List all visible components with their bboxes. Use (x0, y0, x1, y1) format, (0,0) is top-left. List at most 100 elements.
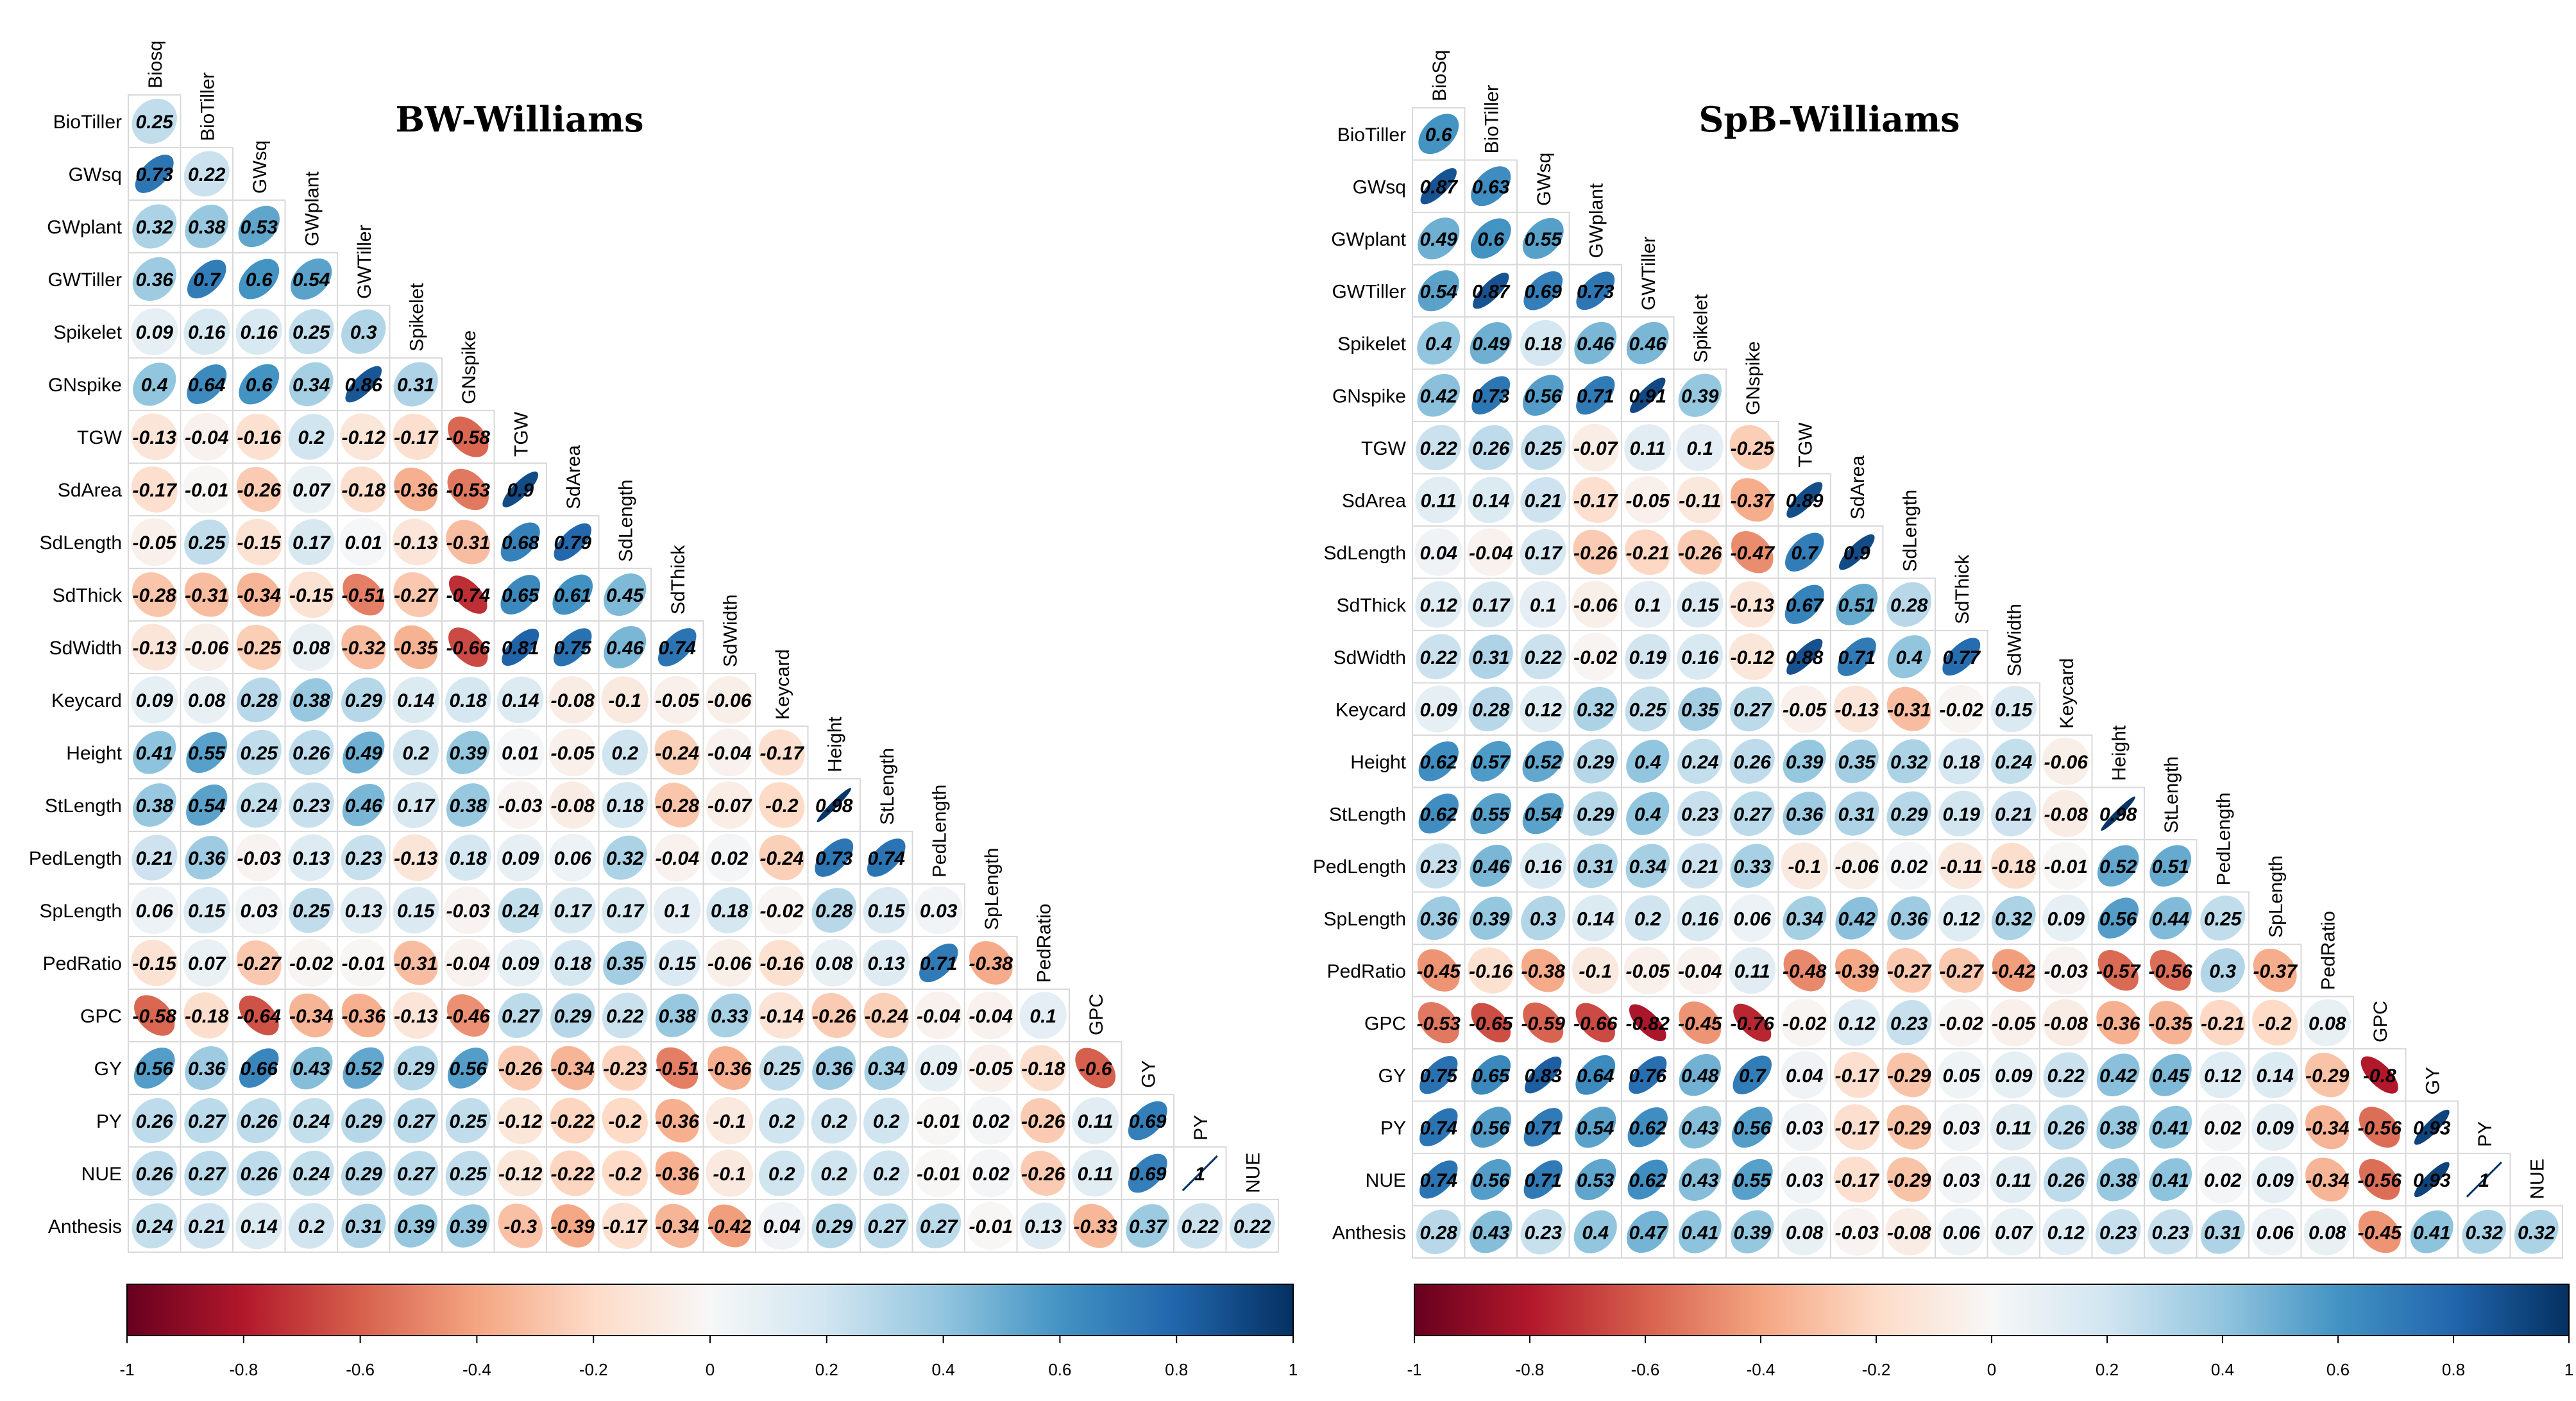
row-label-sdlength: SdLength (40, 532, 122, 554)
cell-nue-gy: 0.69 (1121, 1146, 1174, 1200)
correlation-ellipse (2042, 1208, 2090, 1255)
cell-py-gpc: 0.11 (1069, 1094, 1123, 1148)
correlation-value: -0.03 (2044, 961, 2089, 982)
row-label-height: Height (1350, 752, 1406, 773)
correlation-ellipse (2303, 1208, 2351, 1255)
row-label-gwtiller: GWTiller (47, 269, 122, 291)
correlation-value: 0.62 (1420, 804, 1458, 825)
correlation-value: 0.41 (2152, 1117, 2189, 1139)
cell-gy-gwsq: 0.66 (232, 1041, 286, 1095)
correlation-ellipse (445, 835, 491, 881)
correlation-value: 0.06 (554, 848, 592, 869)
cell-py-stlength: 0.41 (2144, 1100, 2198, 1154)
cell-sdwidth-sdthick: 0.77 (1935, 630, 1988, 684)
correlation-ellipse (184, 572, 229, 617)
cell-pedratio-spikelet: -0.04 (1673, 944, 1727, 998)
correlation-ellipse (1678, 1210, 1722, 1253)
colorbar-tick-label: -0.2 (1862, 1360, 1891, 1379)
correlation-value: 0.73 (1472, 386, 1510, 407)
correlation-ellipse (2359, 1107, 2400, 1148)
correlation-ellipse (602, 1150, 648, 1196)
cell-splength-gwsq: 0.03 (232, 883, 286, 937)
correlation-value: 0.53 (1577, 1170, 1614, 1191)
column-label-sdarea: SdArea (563, 445, 584, 509)
correlation-value: -0.57 (2096, 961, 2141, 982)
correlation-value: -0.02 (1783, 1013, 1827, 1034)
cell-splength-pedlength: 0.25 (2196, 891, 2250, 945)
correlation-value: 0.14 (1472, 490, 1510, 511)
correlation-ellipse (1629, 1004, 1666, 1042)
cell-nue-biotiller: 0.56 (1464, 1153, 1518, 1207)
correlation-ellipse (130, 518, 178, 566)
cell-tgw-spikelet: 0.1 (1673, 421, 1727, 475)
cell-height-biotiller: 0.57 (1464, 734, 1518, 788)
correlation-value: 0.38 (188, 217, 226, 238)
correlation-ellipse (550, 1098, 596, 1144)
cell-gpc-biosq: -0.53 (1412, 996, 1466, 1049)
correlation-ellipse (185, 835, 229, 880)
cell-nue-sdthick: 0.03 (1935, 1153, 1988, 1207)
correlation-ellipse (2466, 1161, 2502, 1198)
correlation-value: -0.12 (342, 427, 386, 448)
correlation-value: 0.31 (1838, 804, 1876, 825)
correlation-ellipse (919, 943, 958, 983)
correlation-ellipse (235, 413, 282, 461)
cell-pedlength-biosq: 0.21 (128, 831, 182, 885)
cell-pedratio-keycard: -0.03 (2039, 944, 2093, 998)
correlation-ellipse (2358, 1210, 2401, 1253)
cell-keycard-biotiller: 0.08 (180, 673, 233, 727)
correlation-ellipse (1885, 842, 1933, 890)
correlation-value: 0.87 (1472, 281, 1511, 302)
cell-sdarea-gnspike: -0.53 (441, 463, 495, 516)
correlation-value: -0.03 (498, 795, 543, 817)
column-label-sdwidth: SdWidth (2004, 604, 2025, 676)
cell-gnspike-biosq: 0.4 (128, 357, 182, 411)
cell-splength-sdarea: 0.17 (546, 883, 600, 937)
correlation-value: 0.1 (1686, 438, 1713, 459)
correlation-value: 0.2 (873, 1111, 900, 1132)
correlation-ellipse (288, 571, 335, 618)
correlation-ellipse (653, 675, 701, 724)
cell-anthesis-gnspike: 0.39 (1725, 1205, 1779, 1259)
correlation-value: 0.27 (1734, 804, 1772, 825)
correlation-value: 0.17 (1525, 543, 1563, 564)
cell-gpc-biotiller: -0.65 (1464, 996, 1518, 1049)
row-label-gpc: GPC (1364, 1013, 1406, 1034)
column-label-py: PY (1191, 1115, 1212, 1141)
cell-anthesis-gwplant: 0.4 (1568, 1205, 1622, 1259)
cell-gpc-keycard: -0.14 (755, 989, 809, 1042)
correlation-value: -0.36 (2096, 1013, 2140, 1034)
correlation-ellipse (1416, 1209, 1461, 1255)
row-label-pedratio: PedRatio (43, 953, 122, 974)
correlation-value: 0.3 (2209, 961, 2236, 982)
cell-sdlength-spikelet: -0.26 (1673, 525, 1727, 579)
correlation-value: 0.75 (554, 638, 593, 659)
correlation-value: -0.26 (1021, 1164, 1065, 1185)
correlation-value: -0.24 (865, 1006, 909, 1027)
correlation-ellipse (1020, 1045, 1067, 1091)
correlation-ellipse (289, 309, 334, 355)
correlation-value: 0.09 (2257, 1170, 2294, 1191)
colorbar: -1 -0.8 -0.6 -0.4 -0.2 0 0.2 0.4 0.6 0.8 1 (1407, 1284, 2573, 1379)
cell-sdarea-biotiller: 0.14 (1464, 473, 1518, 527)
correlation-value: 0.14 (397, 690, 435, 711)
cell-keycard-spikelet: 0.14 (389, 673, 443, 727)
correlation-ellipse (2148, 1001, 2192, 1045)
correlation-ellipse (2095, 1209, 2141, 1255)
cell-splength-biosq: 0.36 (1412, 891, 1466, 945)
cell-height-biosq: 0.41 (128, 726, 182, 779)
correlation-ellipse (186, 784, 228, 826)
row-label-gpc: GPC (80, 1006, 122, 1027)
cell-sdthick-gnspike: -0.13 (1725, 577, 1779, 631)
correlation-ellipse (1576, 271, 1615, 310)
correlation-ellipse (706, 1150, 753, 1197)
cell-height-gwtiller: 0.4 (1621, 734, 1675, 788)
cell-sdlength-biotiller: -0.04 (1464, 525, 1518, 579)
correlation-value: -0.42 (1992, 961, 2036, 982)
correlation-value: 0.42 (2099, 1066, 2137, 1087)
correlation-value: 0.46 (606, 638, 644, 659)
correlation-ellipse (706, 781, 754, 829)
cell-nue-sdarea: -0.22 (546, 1146, 600, 1200)
correlation-ellipse (1470, 844, 1513, 887)
cell-gwtiller-biosq: 0.54 (1412, 264, 1466, 318)
